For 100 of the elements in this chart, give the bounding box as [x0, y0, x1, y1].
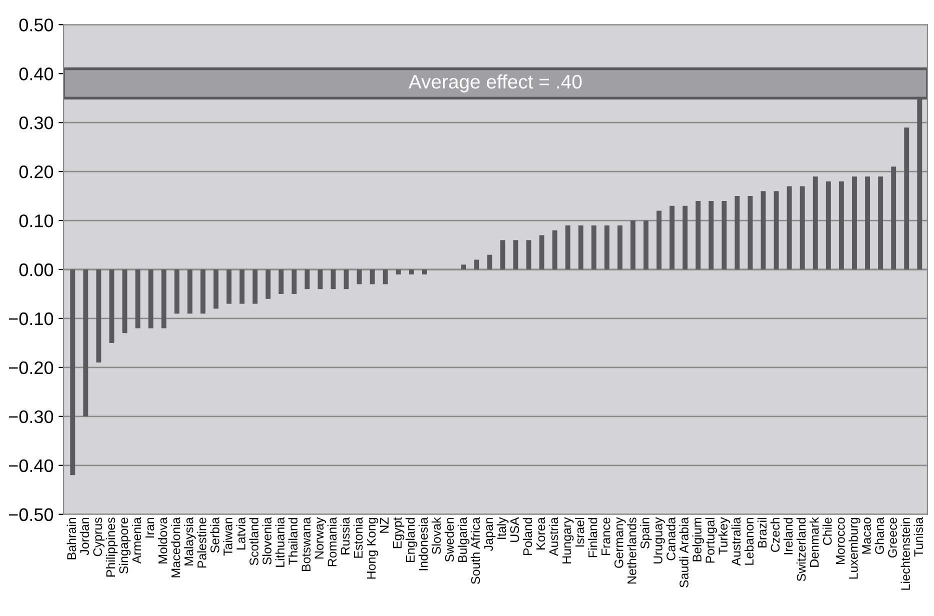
bar: [513, 240, 518, 270]
bar: [904, 127, 910, 270]
x-tick-label: Cyprus: [93, 518, 105, 556]
bar: [800, 186, 805, 270]
x-tick-label: Netherlands: [627, 518, 636, 584]
bar: [161, 270, 166, 328]
bar: [318, 270, 323, 290]
bar: [356, 270, 362, 284]
x-tick-label: Germany: [614, 517, 626, 568]
x-tick-label: Macao: [862, 518, 871, 554]
x-tick-label: Greece: [888, 518, 897, 558]
x-tick-label: Romania: [327, 517, 337, 566]
bar: [682, 206, 688, 270]
y-tick-label: 0.40: [19, 68, 54, 80]
bar: [734, 196, 740, 270]
x-tick-label: Botswana: [302, 517, 311, 572]
x-tick-label: Saudi Arabia: [679, 517, 688, 588]
bar: [148, 270, 154, 328]
x-tick-label: Scotland: [249, 518, 258, 566]
x-tick-label: Luxemburg: [848, 518, 860, 579]
x-tick-label: USA: [510, 517, 520, 542]
x-tick-label: Ireland: [784, 518, 793, 554]
bar: [330, 270, 336, 290]
x-tick-label: Hong Kong: [366, 518, 378, 579]
x-tick-label: Belgium: [692, 518, 704, 562]
bar: [539, 235, 544, 270]
x-tick-label: Russia: [340, 517, 350, 554]
y-tick-label: 0.50: [19, 18, 54, 32]
bar: [240, 270, 245, 304]
bar: [526, 240, 532, 270]
bar: [838, 181, 844, 270]
bar: [812, 176, 818, 270]
bar: [135, 270, 140, 328]
y-tick-label: 0.30: [19, 116, 54, 130]
bar: [644, 220, 648, 270]
x-tick-label: Egypt: [393, 517, 404, 548]
bar: [70, 270, 76, 476]
bar: [304, 270, 310, 290]
bar: [370, 270, 375, 284]
x-tick-label: Singapore: [118, 518, 131, 574]
y-tick-label: 0.10: [19, 214, 54, 228]
bar: [292, 270, 297, 294]
bar: [786, 186, 792, 270]
bar: [552, 230, 558, 270]
bar: [722, 200, 727, 270]
bar: [630, 220, 636, 270]
x-tick-label: Norway: [314, 517, 326, 558]
bar: [852, 176, 857, 270]
x-tick-label: Slovenia: [262, 517, 272, 565]
x-tick-label: Turkey: [718, 517, 730, 555]
x-tick-label: Philippines: [106, 518, 118, 577]
bar: [214, 270, 218, 309]
bar: [83, 270, 88, 416]
bar: [656, 210, 662, 270]
x-tick-label: NZ: [380, 518, 389, 533]
bar: [565, 225, 570, 270]
bar: [891, 166, 896, 270]
bar: [670, 206, 675, 270]
x-tick-label: Jordan: [80, 518, 90, 556]
x-tick-label: Czech: [770, 518, 780, 552]
bar: [708, 200, 714, 270]
x-tick-label: Indonesia: [418, 517, 428, 570]
bar: [760, 191, 766, 270]
bar: [252, 270, 258, 304]
x-tick-label: Malaysia: [184, 517, 196, 566]
x-tick-label: Chile: [822, 518, 832, 545]
x-tick-label: South Africa: [470, 517, 480, 584]
x-tick-label: Poland: [522, 518, 532, 556]
bar: [174, 270, 180, 314]
bar: [278, 270, 284, 294]
x-tick-label: Slovak: [432, 517, 441, 554]
y-tick-label: −0.20: [9, 361, 54, 374]
bar: [382, 270, 388, 284]
x-tick-label: Israel: [575, 518, 584, 547]
bar: [474, 260, 480, 270]
x-tick-label: Palestine: [197, 518, 206, 568]
bar: [696, 200, 701, 270]
x-tick-label: Moldova: [158, 517, 168, 564]
bar: [408, 270, 414, 274]
x-tick-label: Switzerland: [796, 518, 806, 582]
x-tick-label: Thailand: [288, 518, 298, 565]
x-tick-label: Sweden: [444, 518, 454, 562]
x-tick-label: Bahrain: [66, 518, 76, 560]
y-tick-label: 0.20: [19, 165, 54, 178]
x-tick-label: Italy: [496, 517, 508, 539]
x-tick-label: Serbia: [210, 517, 220, 553]
x-tick-label: France: [602, 518, 610, 556]
bar: [396, 270, 401, 274]
x-tick-label: Lithuania: [275, 517, 284, 567]
x-tick-label: Bulgaria: [458, 517, 470, 562]
bar: [487, 254, 492, 270]
x-tick-label: Armenia: [132, 517, 142, 564]
bar: [122, 270, 128, 334]
bar: [774, 191, 779, 270]
x-tick-label: Iran: [145, 518, 154, 538]
x-tick-label: Finland: [588, 518, 598, 558]
x-tick-label: Canada: [666, 517, 676, 560]
x-tick-label: Tunisia: [914, 517, 923, 557]
bar: [591, 225, 596, 270]
bar: [187, 270, 192, 314]
